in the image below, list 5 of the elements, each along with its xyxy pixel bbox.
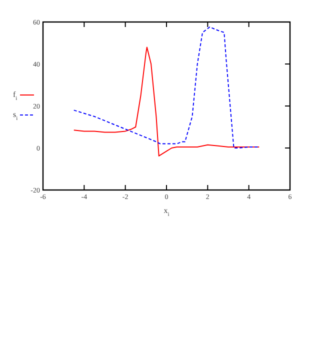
line-series <box>73 26 260 148</box>
legend-label: s$_{i}$ <box>13 110 18 122</box>
legend-label: f$_{i}$ <box>13 90 18 102</box>
x-axis-title: x$_{i}$ <box>164 206 170 218</box>
line-series <box>73 46 260 156</box>
